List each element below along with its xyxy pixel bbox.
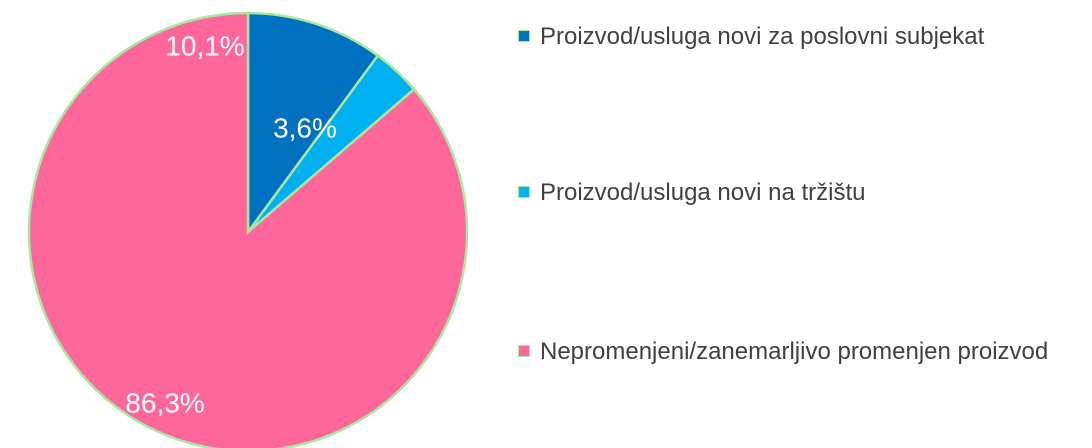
data-label: 10,1% xyxy=(165,30,244,61)
legend-item: Proizvod/usluga novi na tržištu xyxy=(518,176,1078,209)
legend-label: Proizvod/usluga novi za poslovni subjeka… xyxy=(540,23,985,50)
legend-label: Proizvod/usluga novi na tržištu xyxy=(540,179,866,206)
data-label: 86,3% xyxy=(125,387,204,418)
pie-slice xyxy=(27,11,469,448)
legend-swatch xyxy=(518,186,530,198)
data-label: 3,6% xyxy=(273,112,337,143)
legend-item: Nepromenjeni/zanemarljivo promenjen proi… xyxy=(518,335,1078,368)
pie-slice xyxy=(246,11,380,236)
legend-item: Proizvod/usluga novi za poslovni subjeka… xyxy=(518,20,1078,53)
legend-label: Nepromenjeni/zanemarljivo promenjen proi… xyxy=(540,338,1049,365)
legend-swatch xyxy=(518,345,530,357)
legend-swatch xyxy=(518,30,530,42)
